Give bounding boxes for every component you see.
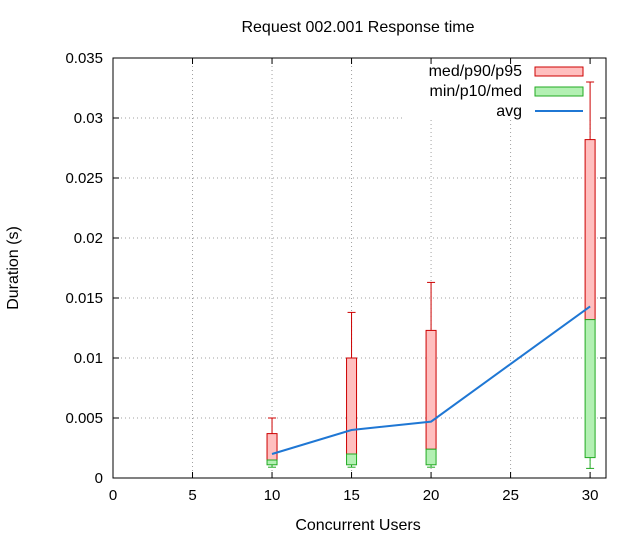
x-tick-label: 20 bbox=[423, 487, 440, 504]
x-tick-label: 30 bbox=[582, 487, 599, 504]
x-tick-label: 0 bbox=[109, 487, 117, 504]
med-p90-box bbox=[584, 139, 596, 321]
p10-med-box bbox=[584, 319, 596, 459]
grid-lines bbox=[113, 58, 606, 478]
x-tick-label: 15 bbox=[343, 487, 360, 504]
med-p90-box bbox=[266, 433, 278, 461]
y-tick-label: 0.025 bbox=[65, 170, 103, 187]
axis-ticks: 0 0.005 0.01 0.015 0.02 0.025 0.03 0.035 0 5 10 15 2… bbox=[65, 50, 606, 504]
x-tick-label: 5 bbox=[188, 487, 196, 504]
y-tick-label: 0 bbox=[95, 470, 103, 487]
y-tick-label: 0.01 bbox=[74, 350, 103, 367]
plot-frame bbox=[112, 57, 607, 479]
box-series bbox=[266, 81, 596, 469]
y-tick-label: 0.02 bbox=[74, 230, 103, 247]
legend-label: min/p10/med bbox=[430, 83, 523, 100]
y-tick-label: 0.035 bbox=[65, 50, 103, 67]
p10-med-box bbox=[266, 459, 278, 466]
x-axis-label: Concurrent Users bbox=[295, 517, 420, 534]
x-tick-label: 10 bbox=[264, 487, 281, 504]
avg-line bbox=[271, 305, 591, 455]
legend: med/p90/p95 min/p10/med avg bbox=[429, 63, 584, 120]
y-tick-label: 0.005 bbox=[65, 410, 103, 427]
y-tick-label: 0.015 bbox=[65, 290, 103, 307]
legend-swatch bbox=[534, 86, 584, 97]
p10-med-box bbox=[425, 448, 437, 466]
legend-label: avg bbox=[496, 103, 522, 120]
chart-title: Request 002.001 Response time bbox=[241, 19, 474, 36]
y-axis-label: Duration (s) bbox=[5, 226, 22, 310]
legend-label: med/p90/p95 bbox=[429, 63, 523, 80]
avg-series bbox=[271, 305, 591, 455]
x-tick-label: 25 bbox=[502, 487, 519, 504]
p10-med-box bbox=[346, 453, 358, 466]
med-p90-box bbox=[346, 357, 358, 455]
legend-swatch bbox=[534, 66, 584, 77]
med-p90-box bbox=[425, 329, 437, 450]
y-tick-label: 0.03 bbox=[74, 110, 103, 127]
